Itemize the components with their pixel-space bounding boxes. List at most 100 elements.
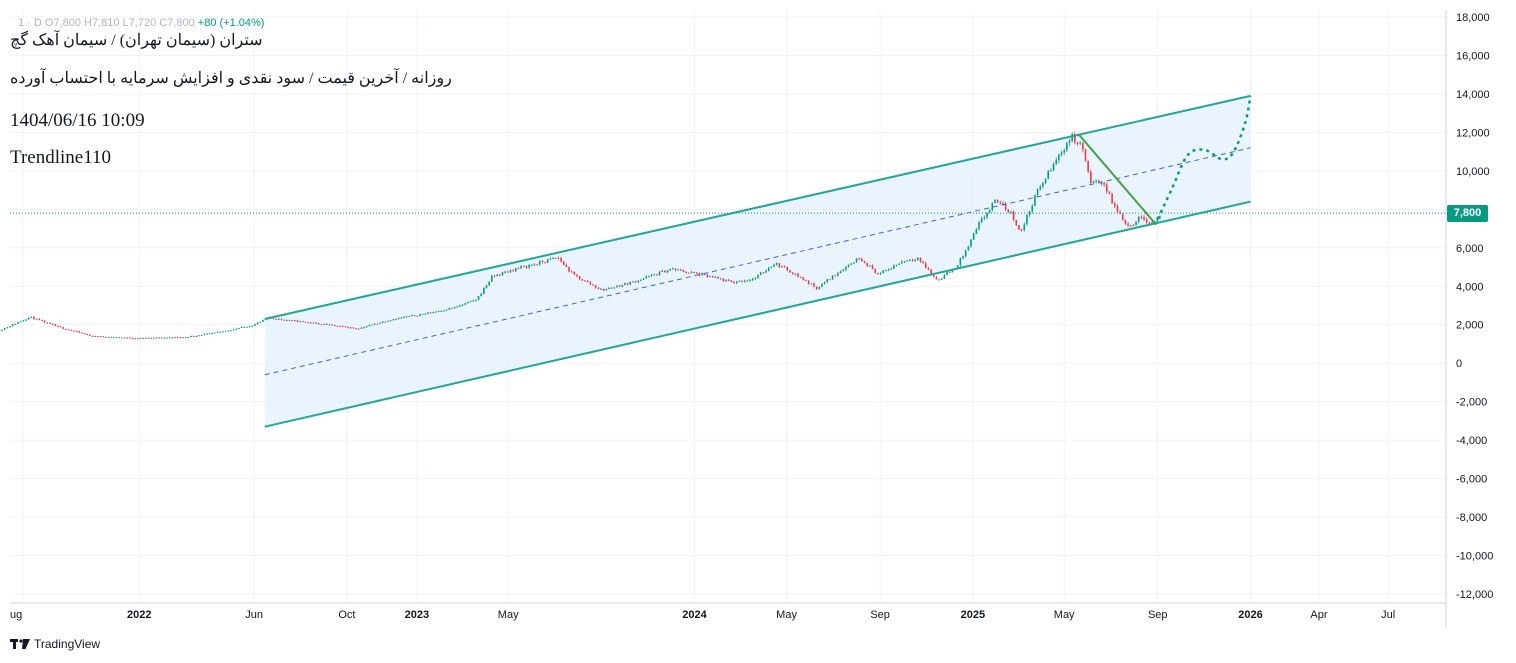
candle-body [1087, 161, 1089, 172]
candle-body [123, 337, 126, 339]
candle-body [834, 275, 837, 277]
candle-body [549, 258, 552, 260]
x-tick-label: Apr [1310, 609, 1327, 621]
candle-body [706, 274, 709, 277]
candle-body [110, 336, 112, 338]
tradingview-brand[interactable]: TradingView [10, 637, 100, 651]
candle-body [924, 263, 927, 268]
candle-body [139, 337, 142, 339]
candle-body [230, 330, 232, 332]
candle-body [243, 326, 246, 328]
candle-body [54, 324, 57, 326]
candle-body [437, 311, 440, 313]
candle-body [325, 323, 328, 326]
candle-body [1132, 225, 1135, 227]
candle-body [83, 333, 86, 335]
candle-body [461, 304, 464, 306]
candle-body [464, 303, 467, 305]
candle-body [49, 322, 51, 324]
candle-body [1023, 224, 1026, 230]
candle-body [491, 275, 493, 282]
candle-body [341, 325, 344, 327]
candle-body [866, 262, 868, 266]
candle-body [1, 329, 3, 332]
candle-body [813, 283, 815, 287]
y-tick-label: 16,000 [1456, 50, 1490, 62]
price-axis[interactable]: 18,00016,00014,00012,00010,0008,0006,000… [1456, 12, 1493, 601]
candle-body [517, 268, 520, 270]
candle-body [576, 274, 578, 277]
candle-body [757, 274, 759, 279]
candle-body [1084, 149, 1087, 162]
candle-body [493, 275, 496, 277]
candle-body [908, 259, 911, 261]
x-tick-label: ug [10, 609, 22, 621]
candle-body [1129, 225, 1132, 227]
candle-body [1018, 225, 1020, 230]
candle-body [1113, 203, 1116, 207]
candle-body [246, 326, 248, 328]
candle-body [677, 269, 679, 271]
candle-body [573, 271, 576, 275]
candle-body [608, 287, 610, 289]
candle-body [600, 288, 602, 290]
candle-body [661, 270, 664, 272]
time-axis[interactable]: ug 2022 Jun Oct 2023 May 2024 May Sep 2025 May Sep 2… [10, 609, 1395, 621]
candle-body [485, 285, 488, 288]
candle-body [198, 335, 200, 337]
candle-body [113, 337, 115, 339]
candle-body [46, 322, 49, 324]
candle-body [741, 280, 743, 282]
candle-body [916, 257, 919, 260]
candle-body [727, 279, 730, 281]
candle-body [538, 261, 541, 265]
candle-body [773, 264, 775, 267]
candle-body [51, 323, 54, 325]
candle-body [328, 324, 331, 326]
y-tick-label: -12,000 [1456, 589, 1493, 601]
y-tick-label: -6,000 [1456, 474, 1487, 486]
candle-body [448, 308, 451, 310]
candle-body [514, 268, 517, 272]
candle-body [927, 267, 930, 270]
candle-body [1026, 215, 1028, 225]
candle-body [685, 271, 687, 273]
candle-body [1047, 170, 1050, 179]
candle-body [701, 273, 703, 276]
candle-body [174, 337, 176, 339]
candle-body [528, 265, 530, 268]
candle-body [232, 329, 235, 331]
candle-body [735, 281, 738, 284]
x-tick-label: Sep [1148, 609, 1168, 621]
candle-body [996, 199, 999, 203]
candle-body [943, 275, 946, 279]
candle-body [986, 212, 988, 218]
candle-body [869, 265, 871, 267]
candle-body [1071, 133, 1073, 142]
candle-body [403, 316, 405, 318]
candle-body [283, 319, 285, 321]
y-tick-label: -8,000 [1456, 512, 1487, 524]
candle-body [1031, 205, 1034, 212]
candle-body [512, 270, 514, 272]
candle-body [1079, 142, 1081, 144]
candle-body [312, 322, 315, 324]
candle-body [275, 318, 278, 320]
candle-body [930, 269, 932, 274]
candle-body [733, 281, 735, 284]
symbol-title: ستران (سیمان تهران) / سیمان آهک گچ [10, 32, 263, 49]
candle-body [791, 272, 794, 275]
candle-body [453, 306, 456, 309]
candle-body [363, 327, 365, 329]
candle-body [99, 336, 102, 338]
candle-body [355, 328, 357, 330]
candle-body [307, 322, 309, 324]
trendline-label: Trendline110 [10, 147, 111, 168]
candle-body [222, 331, 224, 333]
candle-body [610, 287, 613, 289]
candle-body [650, 274, 653, 276]
candle-body [839, 271, 842, 274]
candle-body [240, 326, 243, 329]
candle-body [262, 319, 264, 322]
